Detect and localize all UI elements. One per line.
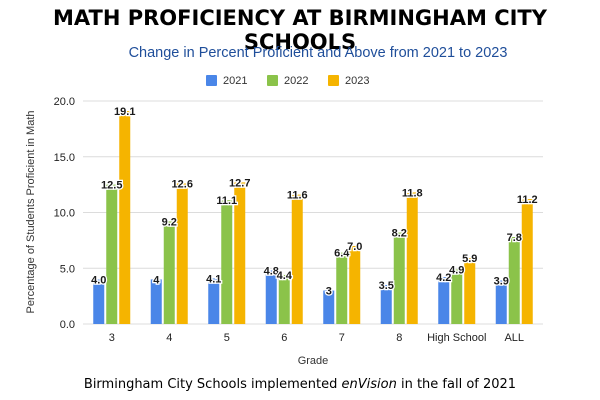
footnote-program-name: enVision [341, 377, 397, 392]
data-label: 11.6 [287, 190, 308, 202]
bar-2022-all [508, 237, 520, 324]
bar-2023-7 [349, 245, 361, 324]
bar-2022-6 [278, 274, 290, 324]
data-label: 9.2 [162, 216, 177, 228]
bar-2022-high-school [451, 269, 463, 324]
legend-label-2023: 2023 [345, 75, 369, 87]
data-label: 3 [326, 286, 332, 298]
bar-2023-5 [234, 182, 246, 324]
data-label: 11.1 [216, 195, 237, 207]
data-label: 6.4 [334, 248, 350, 260]
data-label: 7.8 [507, 232, 522, 244]
data-label: 19.1 [114, 106, 135, 118]
data-label: 5.9 [462, 253, 477, 265]
bar-2022-3 [106, 184, 118, 324]
x-axis-ticks: 3 4 5 6 7 8 High School ALL [109, 332, 524, 344]
y-tick-label: 20.0 [54, 96, 75, 108]
data-label: 3.9 [494, 276, 509, 288]
x-tick-label: 7 [339, 332, 345, 344]
y-tick-label: 5.0 [60, 263, 75, 275]
bar-2021-3 [93, 279, 105, 324]
data-label: 4.0 [91, 274, 106, 286]
data-label: 4 [153, 274, 160, 286]
chart-title: Change in Percent Proficient and Above f… [129, 45, 508, 61]
bar-2021-6 [265, 270, 277, 324]
x-tick-label: 3 [109, 332, 115, 344]
bar-2021-5 [208, 278, 220, 324]
legend-label-2021: 2021 [223, 75, 247, 87]
bar-2023-6 [291, 194, 303, 324]
legend-swatch-2022 [267, 75, 278, 86]
data-label: 4.8 [264, 265, 279, 277]
x-tick-label: ALL [504, 332, 524, 344]
bar-2023-4 [176, 183, 188, 324]
x-tick-label: 4 [166, 332, 172, 344]
bar-2021-7 [323, 290, 335, 324]
bar-2022-4 [163, 221, 175, 324]
x-tick-label: High School [427, 332, 486, 344]
bar-2021-4 [150, 279, 162, 324]
x-tick-label: 5 [224, 332, 230, 344]
bar-2022-5 [221, 200, 233, 324]
bar-2023-8 [406, 192, 418, 324]
chart-legend: 2021 2022 2023 [206, 75, 369, 87]
bar-2023-high-school [464, 258, 476, 324]
data-label: 12.5 [101, 180, 122, 192]
y-tick-label: 15.0 [54, 152, 75, 164]
data-label: 7.0 [347, 241, 362, 253]
legend-label-2022: 2022 [284, 75, 308, 87]
data-label: 12.7 [229, 177, 250, 189]
page-headline: MATH PROFICIENCY AT BIRMINGHAM CITY SCHO… [53, 6, 547, 54]
legend-swatch-2021 [206, 75, 217, 86]
x-tick-label: 6 [281, 332, 287, 344]
data-label: 8.2 [392, 228, 407, 240]
bar-2023-3 [119, 111, 131, 324]
bar-2021-all [495, 280, 507, 324]
footnote-text-end: in the fall of 2021 [396, 377, 517, 392]
bar-2023-all [521, 199, 533, 324]
data-label: 11.2 [517, 194, 538, 206]
data-label: 4.9 [449, 264, 464, 276]
y-axis-ticks: 0.0 5.0 10.0 15.0 20.0 [54, 96, 75, 331]
legend-swatch-2023 [328, 75, 339, 86]
bar-2022-8 [393, 232, 405, 324]
y-tick-label: 10.0 [54, 208, 75, 220]
data-label: 4.2 [436, 272, 451, 284]
data-label: 4.1 [206, 273, 221, 285]
bar-2021-8 [380, 284, 392, 324]
y-tick-label: 0.0 [60, 319, 75, 331]
footnote-text-start: Birmingham City Schools implemented [83, 377, 342, 392]
footnote: Birmingham City Schools implemented enVi… [0, 377, 600, 392]
chart-bars: 4.0 12.5 19.1 4 9.2 12.6 4.1 11.1 12.7 4.84.4 11.6… [90, 105, 539, 324]
data-label: 3.5 [379, 280, 394, 292]
y-axis-label: Percentage of Students Proficient in Mat… [25, 110, 37, 313]
data-label: 4.4 [277, 270, 293, 282]
x-tick-label: 8 [396, 332, 402, 344]
bar-2021-high-school [438, 277, 450, 324]
bar-2022-7 [336, 252, 348, 324]
data-label: 12.6 [172, 179, 193, 191]
x-axis-label: Grade [298, 355, 329, 367]
data-label: 11.8 [402, 187, 423, 199]
